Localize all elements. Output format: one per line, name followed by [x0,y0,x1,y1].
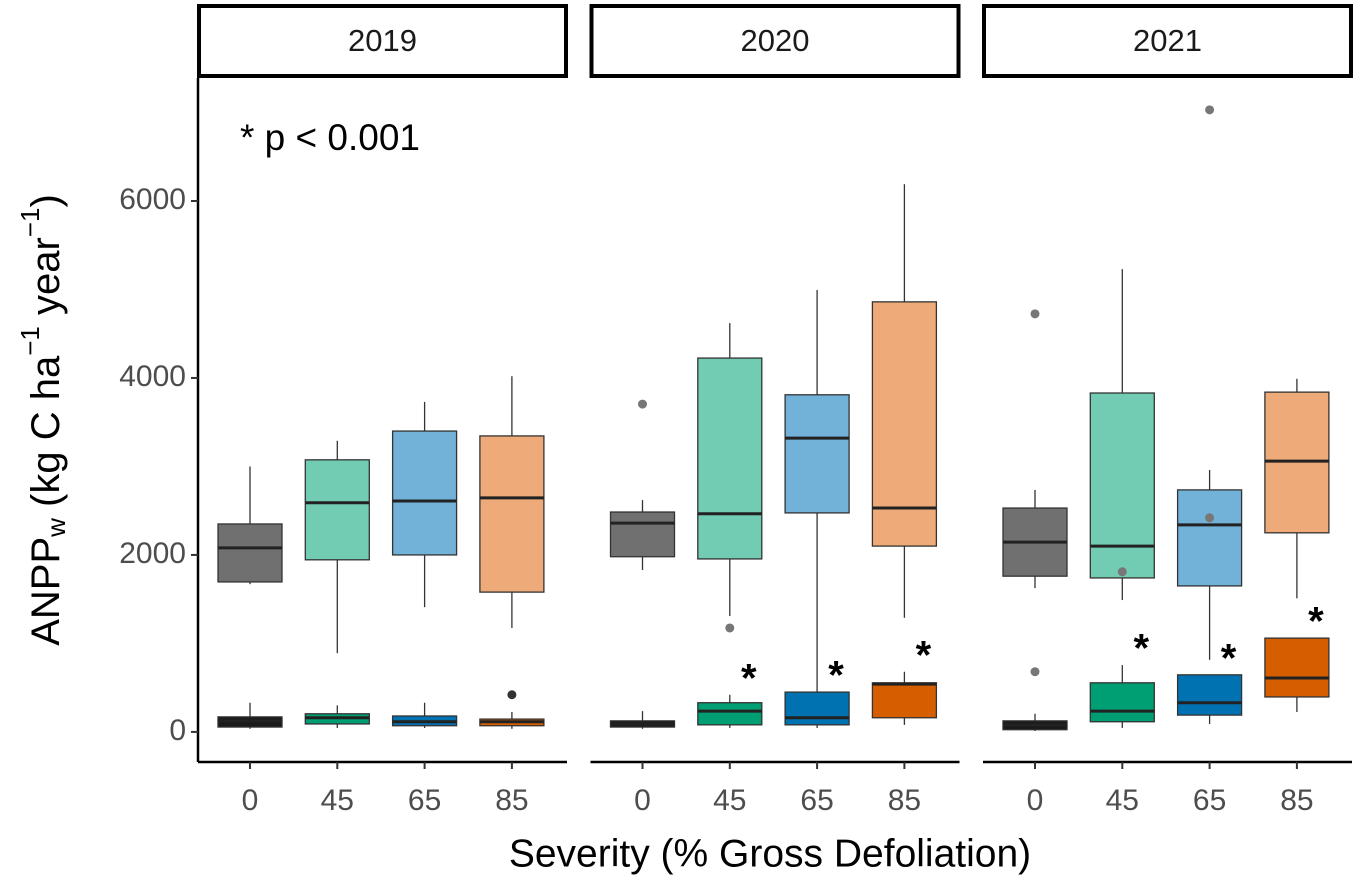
x-tick-label: 45 [713,784,746,817]
x-tick-label: 85 [495,784,528,817]
box [1089,682,1155,723]
box [304,459,370,561]
y-title-sup: −1 [15,208,45,238]
x-tick-label: 85 [888,784,921,817]
strip-label: 2021 [1133,23,1202,58]
outlier [1205,513,1215,523]
y-tick-label: 4000 [119,360,186,393]
outlier [1205,105,1215,115]
box [1176,674,1243,716]
box [784,394,850,514]
strip [589,4,961,78]
box [871,301,938,547]
outlier [507,690,517,700]
box [784,691,850,726]
strip-label: 2019 [348,23,417,58]
outlier [725,623,735,633]
box [1176,489,1243,587]
significance-label: * [916,633,932,677]
significance-label: * [1134,627,1150,671]
box [1089,392,1155,579]
strip-label: 2020 [741,23,810,58]
x-tick-label: 65 [1193,784,1226,817]
y-tick-label: 6000 [119,183,186,216]
box [697,702,763,726]
significance-label: * [1308,600,1324,644]
significance-label: * [741,656,757,700]
box [609,511,676,558]
y-title-sup: −1 [15,326,45,356]
x-tick-label: 0 [1027,784,1044,817]
outlier [1030,667,1040,677]
box [697,357,763,560]
y-title-part: ANPP [24,537,68,646]
x-tick-label: 65 [800,784,833,817]
x-tick-label: 45 [321,784,354,817]
significance-label: * [828,654,844,698]
outlier [638,399,647,409]
x-tick-label: 45 [1106,784,1139,817]
y-axis-title: ANPPw (kg C ha−1 year−1) [15,194,71,646]
x-tick-label: 0 [242,784,259,817]
box [391,430,458,556]
x-tick-label: 0 [634,784,651,817]
box [217,523,283,583]
outlier [1117,567,1127,577]
x-tick-label: 85 [1280,784,1313,817]
y-tick-label: 2000 [119,537,186,570]
box [1264,637,1330,698]
outlier [1030,309,1040,319]
x-axis-title: Severity (% Gross Defoliation) [509,832,1031,875]
y-title-part: (kg C ha [24,355,68,518]
annotation: * p < 0.001 [240,117,420,158]
y-title-sub: w [41,518,71,538]
box [871,682,938,719]
y-title-part: ) [24,194,68,207]
x-tick-label: 65 [408,784,441,817]
strip [197,4,568,78]
strip [982,4,1353,78]
box [479,435,545,593]
significance-label: * [1221,636,1237,680]
y-title-part: year [24,237,68,326]
y-tick-label: 0 [169,714,186,747]
